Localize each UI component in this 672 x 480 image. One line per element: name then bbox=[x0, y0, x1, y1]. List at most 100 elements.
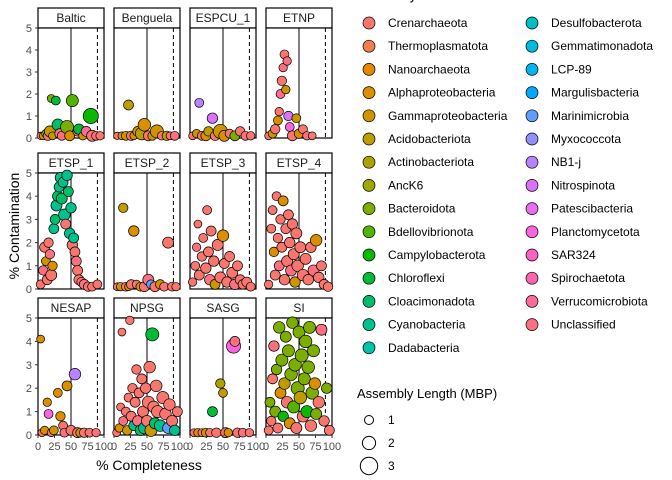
data-point bbox=[290, 227, 303, 240]
data-point bbox=[95, 131, 105, 141]
data-point bbox=[211, 239, 224, 251]
x-tick-label: 75 bbox=[81, 441, 93, 453]
legend-swatch bbox=[362, 86, 376, 99]
y-tick-label: 4 bbox=[26, 45, 32, 57]
legend-swatch bbox=[525, 132, 539, 146]
data-point bbox=[193, 269, 205, 281]
x-tick-label: 50 bbox=[293, 441, 305, 453]
data-point bbox=[308, 377, 321, 390]
facet-strip-label: NESAP bbox=[51, 301, 92, 315]
legend-swatch bbox=[525, 179, 539, 192]
x-tick-label: 50 bbox=[65, 441, 77, 453]
data-point bbox=[171, 282, 181, 292]
data-point bbox=[304, 419, 318, 432]
legend-label: Desulfobacterota bbox=[551, 16, 642, 30]
data-point bbox=[318, 415, 330, 427]
data-point bbox=[264, 279, 274, 289]
data-point bbox=[136, 373, 148, 385]
facet-panel-benguela: Benguela bbox=[113, 7, 181, 142]
data-point bbox=[163, 398, 176, 411]
legend-label: Thermoplasmatota bbox=[388, 39, 488, 53]
x-tick-label: 25 bbox=[124, 441, 136, 453]
data-point bbox=[125, 315, 135, 325]
data-point bbox=[60, 218, 72, 230]
facet-strip-label: ETSP_2 bbox=[125, 156, 170, 170]
data-point bbox=[61, 169, 73, 181]
data-point bbox=[55, 411, 66, 422]
data-point bbox=[150, 379, 163, 392]
data-point bbox=[278, 274, 291, 286]
data-point bbox=[129, 396, 141, 408]
legend-size-title: Assembly Length (MBP) bbox=[357, 386, 497, 401]
data-point bbox=[208, 255, 220, 267]
legend-swatch bbox=[362, 248, 376, 262]
data-point bbox=[291, 113, 302, 124]
facet-strip-label: ETSP_4 bbox=[277, 156, 322, 170]
legend-swatch bbox=[525, 202, 539, 215]
x-tick-label: 75 bbox=[309, 441, 321, 453]
facet-panel-etsp-1: ETSP_1 bbox=[35, 152, 105, 292]
legend-size-label: 2 bbox=[388, 436, 395, 450]
data-point bbox=[145, 327, 160, 342]
data-point bbox=[292, 325, 306, 339]
data-point bbox=[270, 363, 283, 376]
legend-label: SAR324 bbox=[551, 248, 596, 262]
data-point bbox=[224, 251, 235, 262]
legend-label: Gemmatimonadota bbox=[551, 39, 653, 53]
legend-label: LCP-89 bbox=[551, 62, 592, 76]
legend-size-swatch bbox=[359, 456, 379, 476]
data-point bbox=[45, 269, 58, 281]
data-point bbox=[70, 255, 82, 267]
data-point bbox=[169, 130, 180, 141]
legend-label: Myxococcota bbox=[551, 132, 621, 146]
y-tick-label: 4 bbox=[26, 336, 32, 348]
data-point bbox=[273, 321, 286, 334]
x-tick-label: 0 bbox=[187, 441, 193, 453]
data-point bbox=[47, 260, 58, 271]
data-point bbox=[288, 358, 302, 372]
data-point bbox=[117, 327, 127, 337]
data-point bbox=[68, 232, 79, 244]
data-point bbox=[48, 223, 60, 235]
legend-swatch bbox=[525, 16, 539, 30]
data-point bbox=[294, 241, 307, 254]
data-point bbox=[282, 56, 292, 66]
data-point bbox=[91, 428, 101, 438]
data-point bbox=[63, 186, 74, 197]
data-point bbox=[82, 108, 99, 124]
legend-swatch bbox=[362, 202, 376, 215]
data-point bbox=[207, 406, 218, 417]
legend-label: Bacteroidota bbox=[388, 202, 456, 216]
data-point bbox=[279, 330, 292, 343]
legend-label: Planctomycetota bbox=[551, 225, 640, 239]
y-axis-title: % Contamination bbox=[6, 173, 22, 280]
data-point bbox=[68, 368, 82, 381]
x-tick-label: 100 bbox=[247, 441, 265, 453]
data-point bbox=[69, 246, 81, 258]
data-point bbox=[200, 262, 212, 274]
data-point bbox=[137, 118, 152, 132]
legend-label: Cyanobacteria bbox=[388, 318, 466, 332]
data-point bbox=[43, 409, 54, 419]
data-point bbox=[229, 336, 241, 347]
data-point bbox=[276, 75, 287, 86]
data-point bbox=[284, 236, 296, 249]
x-tick-label: 50 bbox=[141, 441, 153, 453]
legend-swatch bbox=[525, 318, 539, 331]
y-tick-label: 2 bbox=[26, 383, 32, 395]
legend-swatch bbox=[362, 39, 376, 53]
x-tick-label: 25 bbox=[200, 441, 212, 453]
facet-panel-baltic: Baltic bbox=[35, 7, 105, 142]
legend-label: AncK6 bbox=[388, 178, 424, 192]
legend-label: Spirochaetota bbox=[551, 271, 625, 285]
legend-label: Gammaproteobacteria bbox=[388, 109, 508, 123]
data-point bbox=[192, 242, 202, 252]
facet-panel-sasg: SASG bbox=[189, 297, 257, 439]
x-tick-label: 75 bbox=[157, 441, 169, 453]
data-point bbox=[287, 400, 301, 414]
facet-strip-label: ETSP_1 bbox=[49, 156, 94, 170]
facet-strip-label: Baltic bbox=[56, 11, 85, 25]
facet-strip-label: ETSP_3 bbox=[201, 156, 246, 170]
data-point bbox=[244, 428, 254, 438]
legend-label: Verrucomicrobiota bbox=[551, 294, 648, 308]
